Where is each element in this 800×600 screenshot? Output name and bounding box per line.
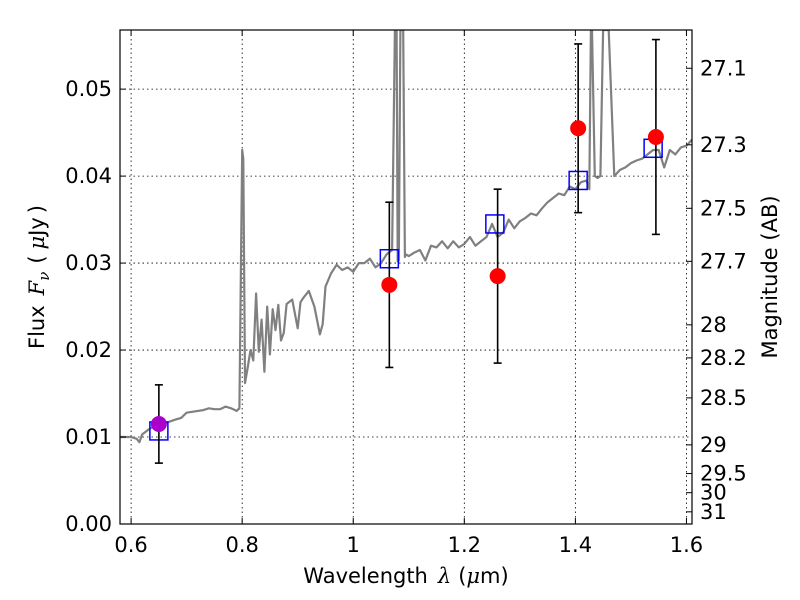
y-tick-label: 0.01 bbox=[65, 425, 112, 449]
x-tick-label: 1.4 bbox=[559, 533, 592, 557]
x-tick-label: 0.6 bbox=[114, 533, 147, 557]
x-axis: 0.6 0.8 1 1.2 1.4 1.6 bbox=[114, 30, 703, 557]
x-tick-label: 1 bbox=[347, 533, 360, 557]
y-tick-label: 0.05 bbox=[65, 77, 112, 101]
series-group bbox=[120, 30, 692, 464]
y-axis-label: FluxFν(μJy) bbox=[25, 205, 53, 349]
observed-point bbox=[647, 128, 664, 145]
plot-area bbox=[120, 30, 692, 464]
magnitude-tick-label: 30 bbox=[700, 481, 727, 505]
observed-point bbox=[489, 268, 506, 285]
magnitude-axis-label: Magnitude (AB) bbox=[758, 195, 782, 358]
x-tick-label: 1.6 bbox=[670, 533, 703, 557]
observed-point bbox=[381, 276, 398, 293]
x-axis-label: Wavelength λ (μm) bbox=[303, 564, 508, 588]
plot-frame bbox=[119, 29, 693, 525]
magnitude-tick-label: 31 bbox=[700, 500, 727, 524]
observed-point bbox=[150, 415, 167, 432]
y-tick-label: 0.00 bbox=[65, 512, 112, 536]
x-tick-label: 1.2 bbox=[448, 533, 481, 557]
magnitude-tick-label: 27.5 bbox=[700, 196, 747, 220]
magnitude-tick-label: 29 bbox=[700, 433, 727, 457]
model-band-square bbox=[485, 214, 505, 234]
magnitude-tick-label: 28.2 bbox=[700, 346, 747, 370]
y-tick-label: 0.04 bbox=[65, 164, 112, 188]
magnitude-tick-label: 27.7 bbox=[700, 249, 747, 273]
y-tick-label: 0.03 bbox=[65, 251, 112, 275]
observed-point bbox=[570, 120, 587, 137]
magnitude-tick-label: 28.5 bbox=[700, 386, 747, 410]
x-tick-label: 0.8 bbox=[225, 533, 258, 557]
magnitude-tick-label: 27.3 bbox=[700, 133, 747, 157]
model-spectrum-line bbox=[120, 30, 692, 444]
magnitude-tick-label: 29.5 bbox=[700, 462, 747, 486]
y-axis: 0.00 0.01 0.02 0.03 0.04 0.05 bbox=[65, 77, 126, 536]
magnitude-tick-label: 28 bbox=[700, 313, 727, 337]
y-tick-label: 0.02 bbox=[65, 338, 112, 362]
magnitude-tick-label: 27.1 bbox=[700, 56, 747, 80]
